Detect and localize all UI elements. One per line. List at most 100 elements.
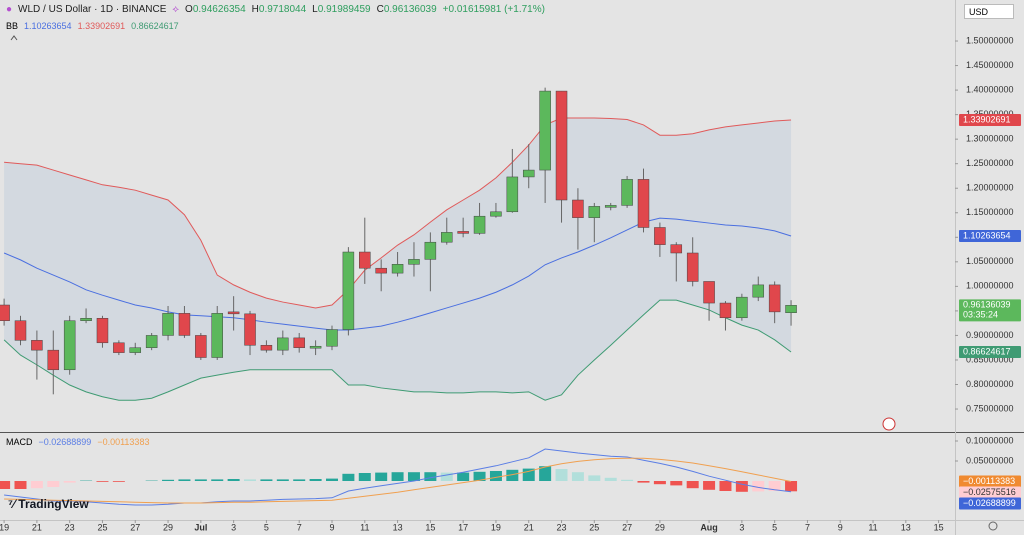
x-tick-label: 15 <box>934 522 944 532</box>
price-badge <box>959 114 1021 127</box>
x-tick-label: 5 <box>772 522 777 532</box>
histogram-bar <box>30 481 43 489</box>
candle-body <box>703 281 715 304</box>
histogram-bar <box>506 469 519 481</box>
price-badge-label: 1.10263654 <box>963 230 1011 240</box>
histogram-bar <box>244 479 257 481</box>
ohlc-label: L <box>312 4 318 15</box>
histogram-bar <box>358 473 371 481</box>
x-tick-label: 9 <box>838 522 843 532</box>
settings-icon[interactable] <box>988 521 998 531</box>
histogram-bar <box>63 481 76 483</box>
bb-line <box>4 117 792 309</box>
y-tick-label: 0.75000000 <box>966 403 1014 413</box>
histogram-bar <box>260 479 273 481</box>
candle-body <box>621 179 633 206</box>
indicator-name: BB <box>6 21 19 31</box>
histogram-bar <box>194 479 207 481</box>
histogram-bar <box>375 472 388 481</box>
histogram-bar <box>457 472 470 481</box>
macd-value: −0.02688899 <box>38 437 92 447</box>
price-badge-label: −0.00113383 <box>963 476 1015 486</box>
y-tick-label: 0.80000000 <box>966 379 1014 389</box>
candle-body <box>162 313 174 336</box>
y-tick-label: 1.30000000 <box>966 134 1014 144</box>
candle-body <box>129 347 142 353</box>
collapse-icon[interactable] <box>10 35 18 41</box>
candle-body <box>506 176 519 213</box>
countdown: 03:35:24 <box>963 310 998 320</box>
histogram-bar <box>539 466 552 481</box>
x-tick-label: Jul <box>194 522 207 532</box>
candle-body <box>14 320 27 341</box>
candle-body <box>588 206 601 218</box>
histogram-bar <box>178 479 191 481</box>
ohlc-value: 0.94626354 <box>192 4 246 15</box>
price-badge <box>959 486 1021 499</box>
y-tick-label: 0.90000000 <box>966 330 1014 340</box>
candle-body <box>244 313 256 346</box>
histogram-bar <box>309 479 322 481</box>
y-tick-label: 1.05000000 <box>966 256 1014 266</box>
x-tick-label: 25 <box>97 522 107 532</box>
candle-body <box>211 313 223 358</box>
x-tick-label: 13 <box>393 522 403 532</box>
histogram-bar <box>293 479 306 481</box>
candle-body <box>326 329 338 347</box>
histogram-bar <box>735 481 748 492</box>
y-tick-label: 0.85000000 <box>966 354 1014 364</box>
histogram-bar <box>686 481 699 489</box>
histogram-bar <box>670 481 683 486</box>
candle-body <box>473 215 486 234</box>
header: ● WLD / US Dollar · 1D · BINANCE ⟡ O0.94… <box>6 4 545 15</box>
candle-body <box>63 320 76 371</box>
histogram-bar <box>489 471 502 481</box>
x-tick-label: 7 <box>805 522 810 532</box>
price-badge-label: 1.33902691 <box>963 114 1011 124</box>
x-tick-label: 27 <box>130 522 140 532</box>
histogram-bar <box>211 479 224 481</box>
histogram-bar <box>227 479 240 481</box>
candle-body <box>441 232 453 243</box>
price-badge-label: −0.02575516 <box>963 487 1016 497</box>
y-tick-label: 1.15000000 <box>966 207 1014 217</box>
histogram-bar <box>604 477 617 481</box>
candle-body <box>31 340 43 351</box>
x-tick-label: 25 <box>589 522 599 532</box>
candle-body <box>572 199 584 218</box>
x-tick-label: 29 <box>163 522 173 532</box>
histogram-bar <box>47 481 60 487</box>
candle-body <box>555 90 568 201</box>
histogram-bar <box>325 478 338 481</box>
candle-body <box>670 244 683 254</box>
y-tick-label: 1.35000000 <box>966 109 1014 119</box>
histogram-bar <box>703 481 716 490</box>
candle-body <box>227 311 240 315</box>
bb-upper-value: 1.33902691 <box>77 21 126 31</box>
price-badge <box>959 299 1021 322</box>
x-tick-label: 19 <box>491 522 501 532</box>
macd-line <box>4 448 792 506</box>
histogram-bar <box>112 481 125 482</box>
ohlc: O0.94626354 <box>185 4 246 15</box>
y-tick-label: 1.00000000 <box>966 281 1014 291</box>
candle-body <box>391 264 404 274</box>
x-tick-label: 5 <box>264 522 269 532</box>
candle-body <box>490 211 502 217</box>
bb-line <box>3 217 792 331</box>
candle-body <box>752 284 765 298</box>
candle-body <box>408 259 420 265</box>
histogram-bar <box>719 481 732 491</box>
candle-body <box>0 304 10 321</box>
bb-line <box>3 299 792 401</box>
price-badge-label: 0.96136039 <box>963 300 1011 310</box>
compare-icon[interactable]: ⟡ <box>172 4 180 15</box>
ohlc-label: H <box>251 4 259 15</box>
candle-body <box>195 335 207 358</box>
currency-select[interactable]: USD <box>964 4 1014 19</box>
flag-icon[interactable] <box>882 417 896 431</box>
symbol-icon: ● <box>6 4 13 15</box>
y-tick-label: 1.45000000 <box>966 60 1014 70</box>
ohlc-label: O <box>185 4 193 15</box>
